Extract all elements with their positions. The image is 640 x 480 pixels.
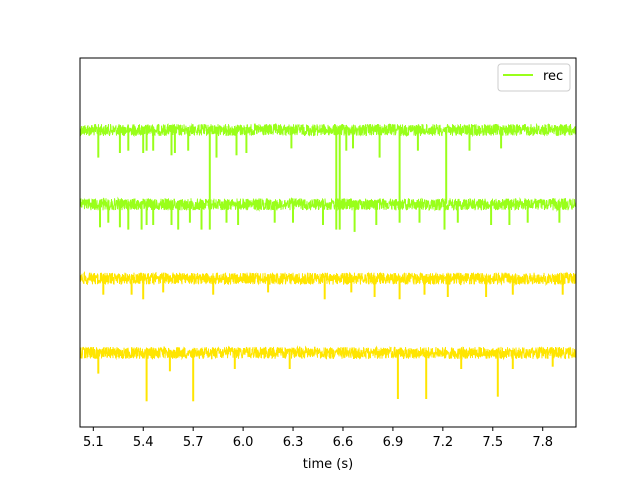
x-tick-label: 7.5: [482, 435, 503, 450]
x-tick-label: 6.6: [333, 435, 354, 450]
plot-area: [80, 58, 576, 427]
x-tick-label: 6.9: [383, 435, 404, 450]
traces: [79, 122, 577, 402]
x-ticks: 5.1 5.4 5.7 6.0 6.3 6.6 6.9 7.2 7.5 7.8: [83, 427, 553, 450]
x-tick-label: 5.1: [83, 435, 104, 450]
legend-label-rec: rec: [543, 69, 563, 84]
trace-2-signal: [79, 196, 577, 212]
legend-box: [497, 63, 571, 92]
x-tick-label: 7.2: [433, 435, 454, 450]
x-tick-label: 5.7: [183, 435, 204, 450]
x-tick-label: 5.4: [133, 435, 154, 450]
x-axis-label: time (s): [303, 457, 353, 472]
x-tick-label: 7.8: [532, 435, 553, 450]
legend: rec: [497, 63, 571, 92]
trace-1-signal: [79, 122, 577, 138]
x-tick-label: 6.3: [283, 435, 304, 450]
x-tick-label: 6.0: [233, 435, 254, 450]
trace-4-signal: [79, 345, 577, 361]
axes-frame: [79, 57, 577, 428]
